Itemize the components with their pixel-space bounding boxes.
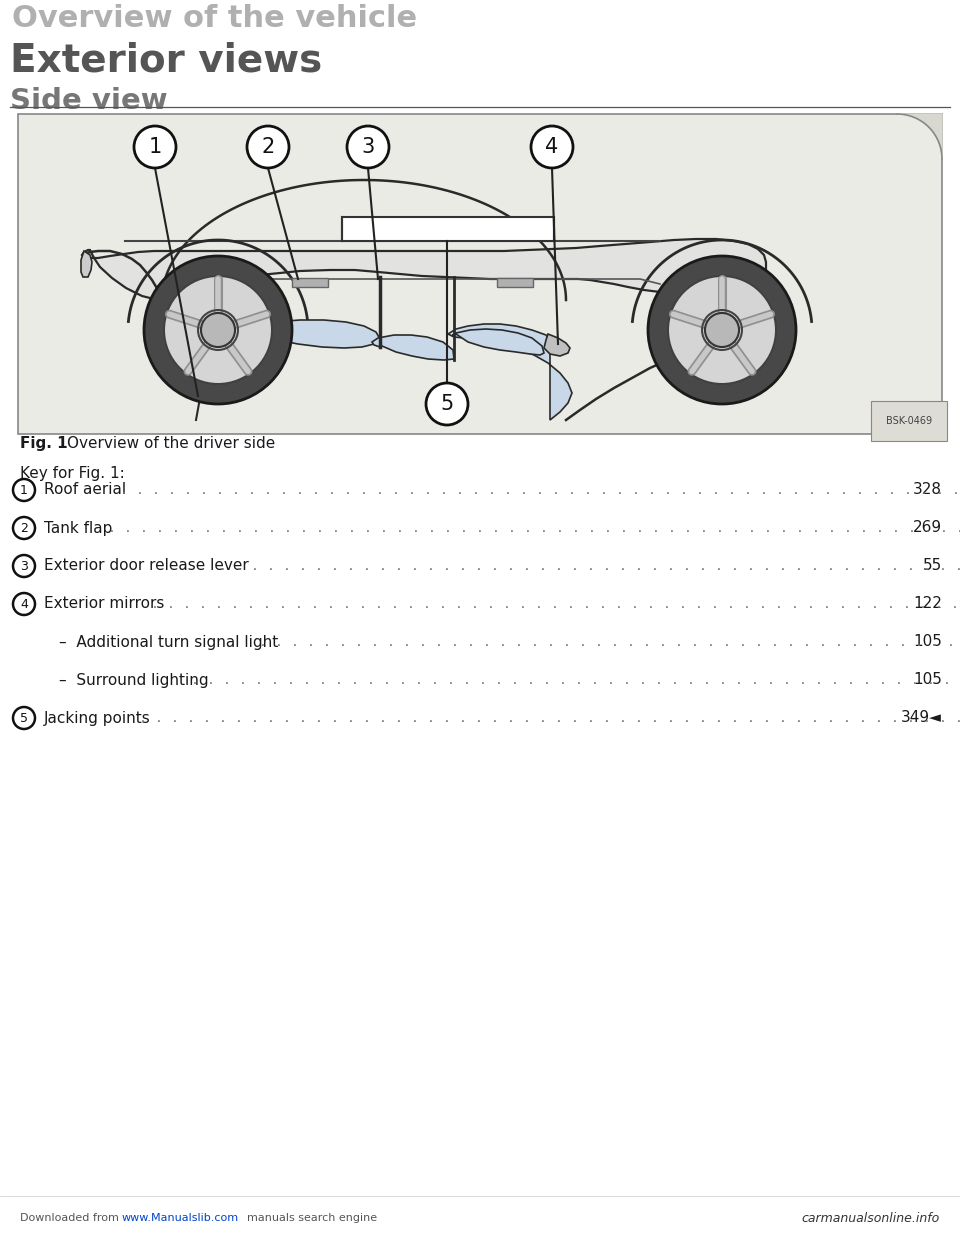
Text: 2: 2 xyxy=(261,137,275,156)
Text: Jacking points: Jacking points xyxy=(44,710,151,725)
Circle shape xyxy=(201,313,235,347)
Polygon shape xyxy=(81,251,92,277)
Text: Overview of the driver side: Overview of the driver side xyxy=(67,436,276,451)
Text: 2: 2 xyxy=(20,522,28,534)
Circle shape xyxy=(13,517,35,539)
Text: 5: 5 xyxy=(441,394,454,414)
Text: 1: 1 xyxy=(20,483,28,497)
Text: 3: 3 xyxy=(361,137,374,156)
Polygon shape xyxy=(897,114,942,159)
Text: Exterior mirrors: Exterior mirrors xyxy=(44,596,164,611)
Text: . . . . . . . . . . . . . . . . . . . . . . . . . . . . . . . . . . . . . . . . : . . . . . . . . . . . . . . . . . . . . … xyxy=(259,636,960,648)
Text: Downloaded from: Downloaded from xyxy=(20,1213,122,1223)
Text: 55: 55 xyxy=(923,559,942,574)
Text: . . . . . . . . . . . . . . . . . . . . . . . . . . . . . . . . . . . . . . . . : . . . . . . . . . . . . . . . . . . . . … xyxy=(139,712,960,724)
Text: 105: 105 xyxy=(913,635,942,650)
Circle shape xyxy=(144,256,292,404)
Text: Exterior views: Exterior views xyxy=(10,42,323,79)
Circle shape xyxy=(13,555,35,578)
Text: Tank flap: Tank flap xyxy=(44,520,112,535)
Text: 122: 122 xyxy=(913,596,942,611)
Text: 4: 4 xyxy=(545,137,559,156)
Circle shape xyxy=(648,256,796,404)
Text: 105: 105 xyxy=(913,672,942,688)
Bar xyxy=(342,217,554,241)
Polygon shape xyxy=(740,276,765,298)
Text: 4: 4 xyxy=(20,597,28,611)
Circle shape xyxy=(705,313,739,347)
Text: . . . . . . . . . . . . . . . . . . . . . . . . . . . . . . . . . . . . . . . . : . . . . . . . . . . . . . . . . . . . . … xyxy=(220,559,960,573)
Text: –  Surround lighting: – Surround lighting xyxy=(59,672,208,688)
Circle shape xyxy=(531,125,573,168)
Text: . . . . . . . . . . . . . . . . . . . . . . . . . . . . . . . . . . . . . . . . : . . . . . . . . . . . . . . . . . . . . … xyxy=(191,673,960,687)
Circle shape xyxy=(164,276,272,384)
Text: www.Manualslib.com: www.Manualslib.com xyxy=(122,1213,239,1223)
Text: 1: 1 xyxy=(149,137,161,156)
Text: 328: 328 xyxy=(913,482,942,498)
Text: –  Additional turn signal light: – Additional turn signal light xyxy=(59,635,278,650)
Text: carmanualsonline.info: carmanualsonline.info xyxy=(802,1211,940,1225)
Bar xyxy=(18,114,942,433)
Polygon shape xyxy=(82,238,766,301)
Circle shape xyxy=(134,125,176,168)
Circle shape xyxy=(668,276,776,384)
Circle shape xyxy=(13,592,35,615)
Polygon shape xyxy=(544,334,570,356)
Text: Side view: Side view xyxy=(10,87,168,116)
Text: 349◄: 349◄ xyxy=(901,710,942,725)
Circle shape xyxy=(13,479,35,501)
Text: 3: 3 xyxy=(20,559,28,573)
Text: Roof aerial: Roof aerial xyxy=(44,482,126,498)
Circle shape xyxy=(247,125,289,168)
Text: Overview of the vehicle: Overview of the vehicle xyxy=(12,4,418,34)
Text: . . . . . . . . . . . . . . . . . . . . . . . . . . . . . . . . . . . . . . . . : . . . . . . . . . . . . . . . . . . . . … xyxy=(151,597,960,611)
Text: manuals search engine: manuals search engine xyxy=(240,1213,377,1223)
Circle shape xyxy=(13,707,35,729)
Polygon shape xyxy=(448,324,572,420)
Bar xyxy=(497,278,533,287)
Text: 269: 269 xyxy=(913,520,942,535)
Text: 5: 5 xyxy=(20,712,28,724)
Bar xyxy=(292,278,328,287)
Circle shape xyxy=(426,383,468,425)
Circle shape xyxy=(347,125,389,168)
Text: . . . . . . . . . . . . . . . . . . . . . . . . . . . . . . . . . . . . . . . . : . . . . . . . . . . . . . . . . . . . . … xyxy=(108,522,960,534)
Text: BSK-0469: BSK-0469 xyxy=(886,416,932,426)
Text: Key for Fig. 1:: Key for Fig. 1: xyxy=(20,466,125,481)
Polygon shape xyxy=(372,335,454,360)
Polygon shape xyxy=(161,284,380,348)
Polygon shape xyxy=(452,329,544,355)
Text: . . . . . . . . . . . . . . . . . . . . . . . . . . . . . . . . . . . . . . . . : . . . . . . . . . . . . . . . . . . . . … xyxy=(120,483,960,497)
Text: Fig. 1: Fig. 1 xyxy=(20,436,67,451)
Text: Exterior door release lever: Exterior door release lever xyxy=(44,559,249,574)
